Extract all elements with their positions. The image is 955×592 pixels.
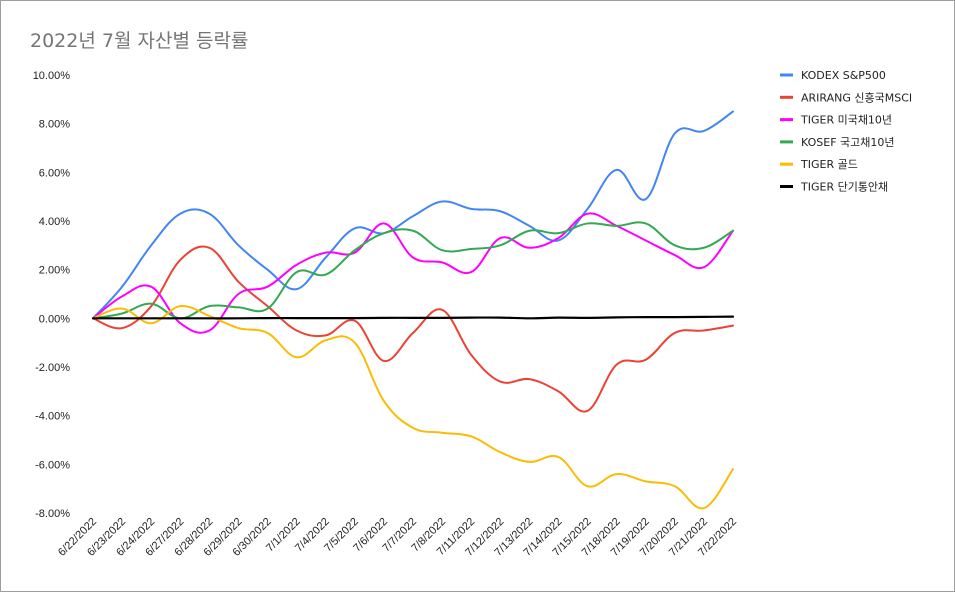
legend-label: ARIRANG 신흥국MSCI (801, 90, 912, 104)
y-tick-label: 4.00% (39, 216, 70, 228)
y-tick-label: 6.00% (39, 167, 70, 179)
x-axis-ticks: 6/22/20226/23/20226/24/20226/27/20226/28… (56, 516, 739, 559)
y-tick-label: 2.00% (39, 265, 70, 277)
legend-label: KOSEF 국고채10년 (801, 136, 895, 149)
legend-label: TIGER 단기통안채 (800, 181, 888, 194)
y-tick-label: 8.00% (39, 119, 70, 131)
y-axis-ticks: 10.00% 8.00% 6.00% 4.00% 2.00% 0.00% -2.00% -4.… (33, 70, 71, 520)
legend-label: TIGER 미국채10년 (800, 114, 892, 127)
y-tick-label: -4.00% (35, 411, 70, 423)
series-lines (91, 110, 735, 510)
series-line-3 (92, 212, 734, 334)
y-tick-label: -8.00% (35, 508, 70, 520)
y-tick-label: 10.00% (33, 70, 71, 82)
series-line-4 (92, 221, 734, 320)
chart-title: 2022년 7월 자산별 등락률 (30, 30, 249, 52)
series-line-6 (91, 315, 735, 320)
y-tick-label: -6.00% (35, 459, 70, 471)
legend: KODEX S&P500 ARIRANG 신흥국MSCI TIGER 미국채10년 K… (780, 69, 912, 194)
series-line-2 (92, 245, 734, 413)
series-line-1 (92, 110, 734, 320)
y-tick-label: 0.00% (39, 313, 70, 325)
y-tick-label: -2.00% (35, 362, 70, 374)
legend-label: TIGER 골드 (800, 158, 858, 171)
legend-label: KODEX S&P500 (801, 69, 886, 82)
series-line-5 (92, 305, 734, 510)
